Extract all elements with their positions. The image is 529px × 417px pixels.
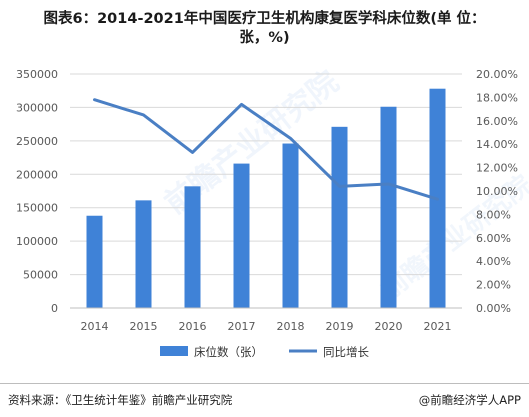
x-tick-label: 2018 [277, 320, 305, 333]
source-note: 资料来源：《卫生统计年鉴》前瞻产业研究院 [8, 393, 233, 407]
bar [282, 143, 299, 308]
y-right-tick-label: 2.00% [476, 279, 511, 292]
bar [233, 163, 250, 308]
y-left-tick-label: 100000 [16, 235, 58, 248]
y-left-tick-label: 200000 [16, 168, 58, 181]
bar [184, 186, 201, 308]
bar [135, 200, 152, 308]
legend-bar-swatch [160, 346, 188, 356]
y-left-tick-label: 250000 [16, 135, 58, 148]
y-right-tick-label: 14.00% [476, 138, 518, 151]
y-left-tick-label: 0 [51, 302, 58, 315]
y-right-tick-label: 6.00% [476, 232, 511, 245]
legend-line-label: 同比增长 [323, 345, 369, 359]
chart-title-line1: 图表6：2014-2021年中国医疗卫生机构康复医学科床位数(单 位： [43, 11, 486, 27]
y-right-tick-label: 10.00% [476, 185, 518, 198]
y-right-tick-label: 12.00% [476, 162, 518, 175]
y-right-tick-label: 18.00% [476, 91, 518, 104]
y-left-tick-label: 300000 [16, 101, 58, 114]
y-right-tick-label: 0.00% [476, 302, 511, 315]
x-tick-label: 2017 [228, 320, 256, 333]
y-left-tick-label: 350000 [16, 68, 58, 81]
y-right-tick-label: 20.00% [476, 68, 518, 81]
y-left-tick-label: 150000 [16, 202, 58, 215]
x-tick-label: 2019 [326, 320, 354, 333]
bar [86, 215, 103, 308]
bar [380, 106, 397, 308]
bar [331, 126, 348, 309]
y-right-tick-label: 8.00% [476, 208, 511, 221]
growth-line [93, 98, 439, 201]
legend-bar-label: 床位数（张） [194, 345, 263, 359]
x-tick-label: 2021 [424, 320, 452, 333]
chart-title: 图表6：2014-2021年中国医疗卫生机构康复医学科床位数(单 位： 张，%) [0, 10, 529, 48]
y-right-tick-label: 4.00% [476, 255, 511, 268]
chart-title-line2: 张，%) [239, 30, 290, 46]
footer-divider [0, 383, 529, 384]
x-tick-label: 2020 [375, 320, 403, 333]
y-left-tick-label: 50000 [23, 269, 58, 282]
x-tick-label: 2016 [179, 320, 207, 333]
y-right-tick-label: 16.00% [476, 115, 518, 128]
x-tick-label: 2015 [130, 320, 158, 333]
x-tick-label: 2014 [81, 320, 109, 333]
brand-note: @前瞻经济学人APP [418, 393, 521, 407]
